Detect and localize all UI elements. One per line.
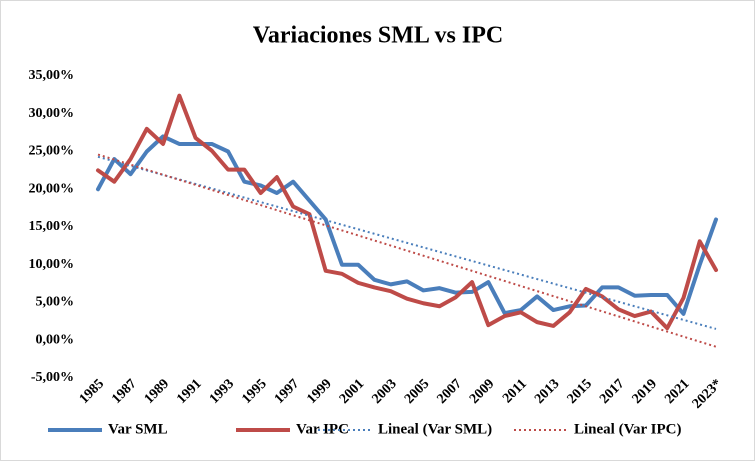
series-line [96,93,718,331]
legend-label: Lineal (Var SML) [378,421,492,437]
legend-label: Var SML [108,421,168,437]
y-tick-label: 0,00% [36,332,75,347]
y-tick-label: 30,00% [29,106,75,121]
y-tick-label: 35,00% [29,68,75,83]
y-tick-label: 15,00% [29,219,75,234]
trend-line [97,155,717,330]
y-tick-label: -5,00% [31,370,74,385]
y-tick-label: 25,00% [29,144,75,159]
chart-title: Variaciones SML vs IPC [253,23,503,49]
legend-label: Var IPC [296,421,349,437]
y-tick-label: 10,00% [29,257,75,272]
legend-label: Lineal (Var IPC) [574,421,682,437]
y-tick-label: 5,00% [36,295,75,310]
y-tick-label: 20,00% [29,181,75,196]
